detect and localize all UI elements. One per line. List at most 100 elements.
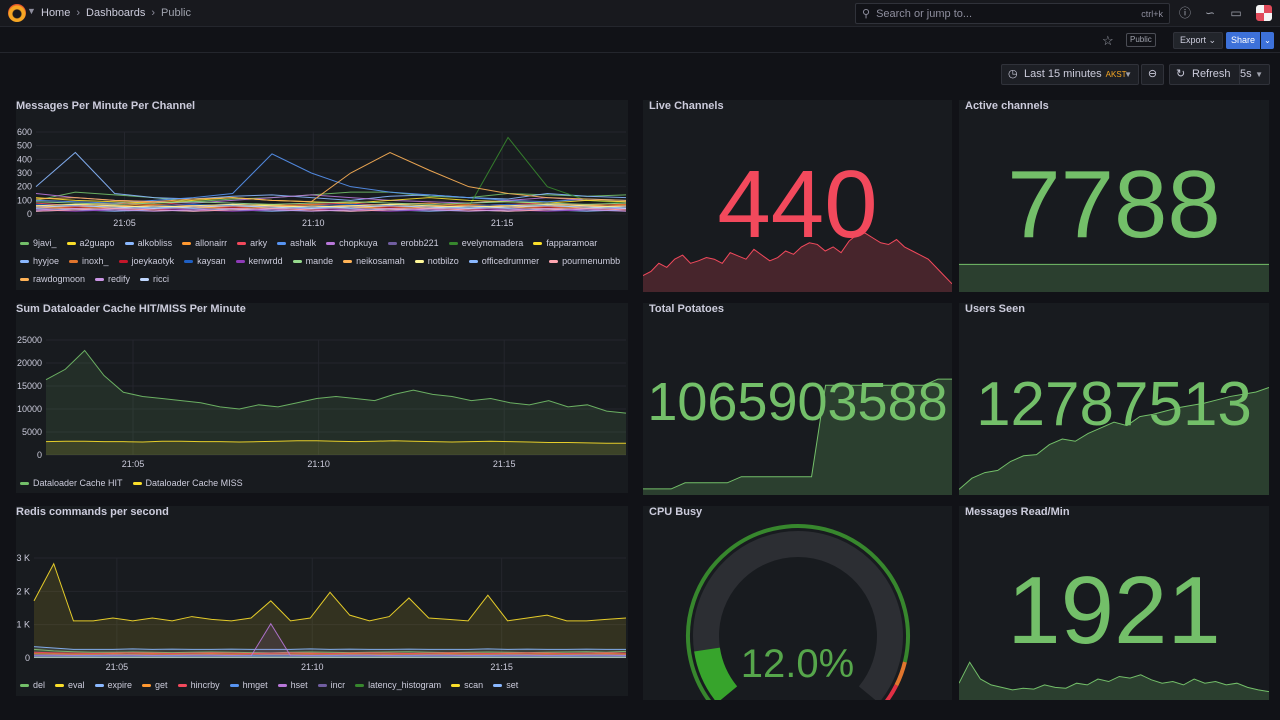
legend-item[interactable]: ashalk [277,236,316,250]
breadcrumb-home[interactable]: Home [41,7,71,19]
legend-item[interactable]: del [20,678,45,692]
legend-item[interactable]: neikosamah [343,254,405,268]
grafana-logo-icon[interactable] [8,4,26,22]
total-potatoes-sparkline [643,378,952,495]
legend-swatch [549,259,559,263]
legend-swatch [20,683,29,687]
legend-label: get [155,680,168,690]
panel-title[interactable]: Total Potatoes [649,303,724,315]
legend-item[interactable]: set [493,678,518,692]
user-avatar[interactable] [1256,5,1272,21]
legend-item[interactable]: joeykaotyk [118,254,174,268]
legend-label: eval [68,680,85,690]
legend-item[interactable]: rawdogmoon [20,272,85,286]
legend-swatch [20,241,29,245]
y-tick-label: 400 [17,154,32,164]
panel-title[interactable]: Sum Dataloader Cache HIT/MISS Per Minute [16,303,246,315]
refresh-interval[interactable]: 5s [1239,65,1252,84]
legend-item[interactable]: alkobliss [124,236,172,250]
refresh-button[interactable]: ↻ Refresh 5s ▼ [1169,64,1270,85]
legend-item[interactable]: evelynomadera [448,236,523,250]
panel-title[interactable]: Active channels [965,100,1049,112]
sparkline-area [959,264,1269,292]
news-icon[interactable]: ∽ [1204,6,1216,20]
legend-item[interactable]: erobb221 [387,236,439,250]
legend-item[interactable]: officedrummer [468,254,539,268]
legend-label: incr [330,680,346,690]
legend-item[interactable]: 9javi_ [20,236,57,250]
zoom-out-button[interactable]: ⊖ [1141,64,1164,85]
legend-item[interactable]: eval [55,678,85,692]
legend-swatch [66,241,76,245]
panel-title[interactable]: CPU Busy [649,506,703,518]
y-tick-label: 500 [17,141,32,151]
panel-title[interactable]: Live Channels [649,100,724,112]
series-line [35,153,627,204]
legend-item[interactable]: pourmenumbb [549,254,620,268]
legend-swatch [55,683,65,687]
sparkline-area [959,387,1269,495]
help-icon[interactable]: ⓘ [1178,6,1191,20]
panel-title[interactable]: Messages Per Minute Per Channel [16,100,196,112]
y-tick-label: 0 [37,450,42,460]
kiosk-icon[interactable]: ▭ [1230,6,1242,20]
legend-item[interactable]: latency_histogram [355,678,441,692]
legend-item[interactable]: mande [292,254,333,268]
gauge-threshold-band [884,684,899,700]
legend-label: set [506,680,519,690]
public-badge: Public [1126,33,1156,47]
legend-item[interactable]: kenwrdd [235,254,283,268]
legend-swatch [182,241,192,245]
legend-item[interactable]: Dataloader Cache MISS [132,476,243,490]
legend-item[interactable]: hset [277,678,308,692]
redis-chart[interactable]: 3 K 2 K 1 K 0 21:05 21:10 21:15 [16,528,628,693]
panel-title[interactable]: Users Seen [965,303,1025,315]
legend-swatch [235,259,245,263]
export-button[interactable]: Export ⌄ [1173,32,1224,49]
legend-item[interactable]: redify [95,272,130,286]
series-area [46,350,626,455]
legend-item[interactable]: ricci [140,272,169,286]
series-line [33,646,626,650]
legend-item[interactable]: fapparamoar [533,236,597,250]
panel-title[interactable]: Messages Read/Min [965,506,1070,518]
series-line [35,201,627,208]
legend-item[interactable]: hyyjoe [20,254,59,268]
search-input[interactable]: ⚲ Search or jump to... ctrl+k [855,3,1170,24]
share-button[interactable]: Share [1226,32,1260,49]
legend-item[interactable]: inoxh_ [69,254,109,268]
legend-item[interactable]: scan [451,678,483,692]
legend-item[interactable]: kaysan [184,254,226,268]
legend-item[interactable]: notbilzo [414,254,459,268]
legend-item[interactable]: incr [317,678,346,692]
time-range-picker[interactable]: ◷ Last 15 minutes AKST ▼ [1001,64,1139,85]
messages-chart[interactable]: 600 500 400 300 200 100 0 21:05 21:10 21:15 [16,122,628,247]
legend-item[interactable]: allonairr [182,236,227,250]
legend-item[interactable]: get [142,678,168,692]
legend-item[interactable]: arky [237,236,267,250]
legend-label: inoxh_ [82,256,109,266]
cache-chart[interactable]: 25000 20000 15000 10000 5000 0 21:05 21:10 21:15 [16,325,628,490]
x-tick-label: 21:15 [491,218,514,228]
legend-item[interactable]: hmget [229,678,268,692]
legend-item[interactable]: hincrby [177,678,220,692]
star-icon[interactable]: ☆ [1102,33,1114,48]
x-tick-label: 21:10 [301,662,324,672]
legend-item[interactable]: chopkuya [326,236,378,250]
breadcrumb-dashboards[interactable]: Dashboards [86,7,146,19]
legend-item[interactable]: expire [94,678,133,692]
legend-swatch [184,259,194,263]
legend-label: expire [107,680,133,690]
legend-swatch [468,259,478,263]
series-line [33,653,627,655]
y-tick-label: 0 [25,653,30,663]
legend-item[interactable]: a2guapo [66,236,115,250]
series-line [35,205,627,210]
legend-swatch [20,277,29,281]
share-dropdown-icon[interactable]: ⌄ [1261,32,1274,49]
legend-swatch [237,241,247,245]
chevron-down-icon[interactable]: ▼ [27,6,36,16]
sparkline-line [643,378,952,490]
panel-title[interactable]: Redis commands per second [16,506,169,518]
legend-item[interactable]: Dataloader Cache HIT [20,476,123,490]
